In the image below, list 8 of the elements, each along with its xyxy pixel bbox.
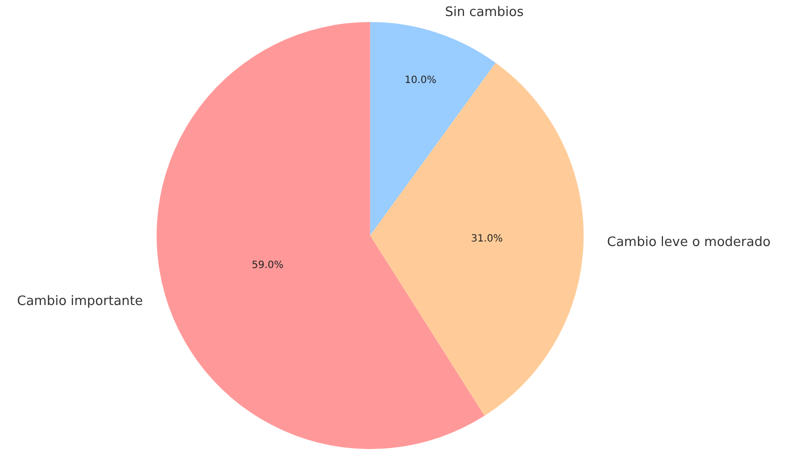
slice-label: Sin cambios: [445, 5, 524, 20]
data-label: 10.0%: [404, 74, 436, 86]
slice-label: Cambio leve o moderado: [607, 235, 771, 250]
slice-label: Cambio importante: [17, 294, 143, 309]
pie-slice: [370, 62, 584, 416]
pie-slice: [370, 22, 496, 236]
data-label: 59.0%: [252, 260, 284, 271]
data-label: 31.0%: [471, 234, 503, 245]
